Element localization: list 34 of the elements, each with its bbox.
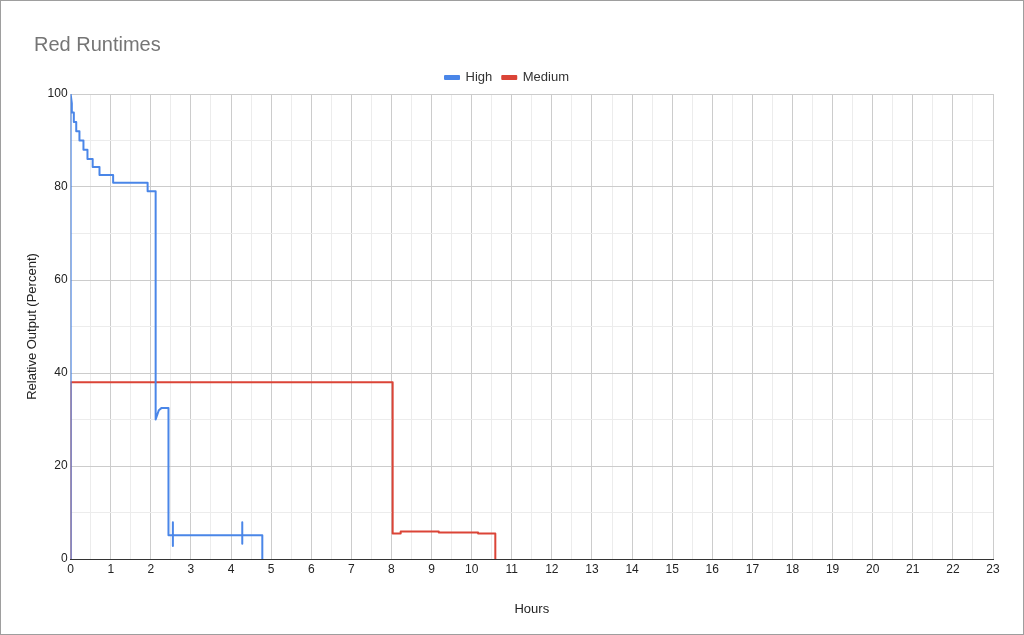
x-tick-label: 18 bbox=[785, 561, 800, 576]
x-tick-label: 2 bbox=[147, 561, 155, 576]
x-tick-label: 20 bbox=[866, 561, 880, 576]
x-tick-label: 1 bbox=[107, 561, 115, 576]
y-tick-label: 100 bbox=[47, 86, 68, 101]
y-tick-label: 40 bbox=[54, 365, 68, 380]
x-tick-label: 10 bbox=[464, 561, 479, 576]
x-tick-label: 19 bbox=[825, 561, 840, 576]
x-tick-label: 12 bbox=[545, 561, 559, 576]
y-tick-label: 60 bbox=[54, 272, 68, 287]
x-tick-label: 13 bbox=[585, 561, 599, 576]
x-tick-label: 11 bbox=[505, 561, 519, 576]
x-tick-label: 23 bbox=[986, 561, 1000, 576]
x-tick-label: 17 bbox=[745, 561, 760, 576]
y-tick-label: 80 bbox=[54, 179, 68, 194]
x-tick-label: 22 bbox=[946, 561, 960, 576]
x-tick-label: 6 bbox=[307, 561, 315, 576]
x-tick-label: 3 bbox=[187, 561, 195, 576]
chart-title: Red Runtimes bbox=[34, 33, 161, 56]
x-axis-title: Hours bbox=[514, 600, 550, 616]
x-tick-label: 21 bbox=[906, 561, 920, 576]
legend-label: High bbox=[465, 69, 493, 85]
x-tick-label: 16 bbox=[705, 561, 720, 576]
y-tick-label: 0 bbox=[60, 551, 68, 566]
y-tick-label: 20 bbox=[54, 458, 68, 473]
x-tick-label: 5 bbox=[267, 561, 275, 576]
x-tick-label: 7 bbox=[348, 561, 355, 576]
x-tick-label: 15 bbox=[665, 561, 680, 576]
x-tick-label: 14 bbox=[625, 561, 640, 576]
x-tick-label: 8 bbox=[388, 561, 396, 576]
x-tick-label: 4 bbox=[227, 561, 235, 576]
x-tick-label: 9 bbox=[428, 561, 436, 576]
y-axis-title: Relative Output (Percent) bbox=[24, 253, 40, 400]
legend-label: Medium bbox=[522, 69, 569, 85]
